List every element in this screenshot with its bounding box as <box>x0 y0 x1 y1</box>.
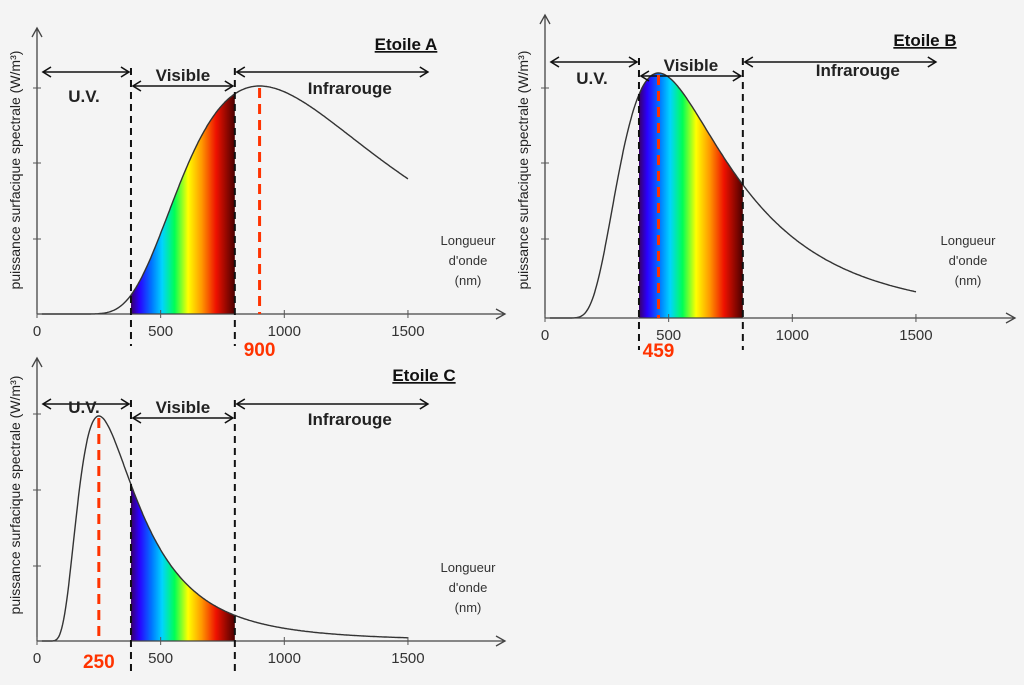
visible-range-arrow-head-left <box>131 80 142 92</box>
x-tick-label: 1000 <box>268 650 301 667</box>
infrared-range-arrow-head-right <box>419 398 430 410</box>
x-axis-label-line: d'onde <box>949 253 988 268</box>
chart-title: Etoile A <box>375 35 438 54</box>
visible-range-arrow-head-left <box>131 412 142 424</box>
chart-panel-1: 0 500 1000 1500 puissance surfacique spectra… <box>7 26 507 361</box>
peak-wavelength-label: 250 <box>83 652 115 673</box>
peak-wavelength-label: 900 <box>244 340 276 361</box>
infrared-range-arrow-head-left <box>235 66 246 78</box>
spectrum-curve <box>41 415 408 642</box>
uv-label: U.V. <box>68 398 100 417</box>
visible-range-arrow-head-right <box>224 412 235 424</box>
uv-range-arrow-head-right <box>120 398 131 410</box>
x-axis-label-line: (nm) <box>955 273 982 288</box>
x-axis-label-line: Longueur <box>441 233 497 248</box>
x-tick-label: 1500 <box>391 323 424 340</box>
x-axis-arrow <box>495 308 507 320</box>
x-axis-label-line: d'onde <box>449 253 488 268</box>
uv-range-arrow-head-right <box>628 56 639 68</box>
y-axis-label: puissance surfacique spectrale (W/m³) <box>7 51 23 290</box>
uv-range-arrow-head-left <box>549 56 560 68</box>
x-axis-label-line: Longueur <box>941 233 997 248</box>
spectrum-curve <box>41 85 409 315</box>
visible-range-arrow-head-right <box>732 70 743 82</box>
x-axis-label-line: (nm) <box>455 600 482 615</box>
x-tick-label: 500 <box>148 323 173 340</box>
x-axis-label-line: Longueur <box>441 560 497 575</box>
uv-label: U.V. <box>576 69 608 88</box>
x-axis-arrow <box>495 635 507 647</box>
x-tick-label: 1500 <box>391 650 424 667</box>
y-axis-arrow <box>31 356 43 368</box>
x-tick-label: 500 <box>656 327 681 344</box>
x-axis-label-line: (nm) <box>455 273 482 288</box>
visible-spectrum-area <box>130 484 235 641</box>
y-axis-label: puissance surfacique spectrale (W/m³) <box>7 376 23 615</box>
uv-range-arrow-head-right <box>120 66 131 78</box>
infrared-label: Infrarouge <box>816 61 900 80</box>
x-tick-label: 0 <box>33 323 41 340</box>
visible-label: Visible <box>156 398 211 417</box>
chart-title: Etoile B <box>893 31 956 50</box>
y-axis-arrow <box>31 26 43 38</box>
x-axis-label-line: d'onde <box>449 580 488 595</box>
visible-spectrum-area <box>130 93 235 314</box>
visible-range-arrow-head-left <box>639 70 650 82</box>
uv-range-arrow-head-left <box>41 398 52 410</box>
x-axis-arrow <box>1005 312 1017 324</box>
infrared-range-arrow-head-right <box>927 56 938 68</box>
infrared-label: Infrarouge <box>308 410 392 429</box>
infrared-range-arrow-head-left <box>743 56 754 68</box>
visible-range-arrow-head-right <box>224 80 235 92</box>
x-tick-label: 0 <box>541 327 549 344</box>
y-axis-label: puissance surfacique spectrale (W/m³) <box>515 51 531 290</box>
visible-label: Visible <box>664 56 719 75</box>
chart-title: Etoile C <box>392 366 455 385</box>
y-axis-arrow <box>539 13 551 25</box>
uv-range-arrow-head-left <box>41 66 52 78</box>
peak-wavelength-label: 459 <box>643 341 675 362</box>
visible-spectrum-area <box>638 73 743 318</box>
visible-label: Visible <box>156 66 211 85</box>
infrared-label: Infrarouge <box>308 79 392 98</box>
infrared-range-arrow-head-right <box>419 66 430 78</box>
spectrum-curve <box>549 72 917 319</box>
chart-panel-2: 0 500 1000 1500 puissance surfacique spectra… <box>515 13 1017 362</box>
x-tick-label: 0 <box>33 650 41 667</box>
x-tick-label: 500 <box>148 650 173 667</box>
x-tick-label: 1000 <box>776 327 809 344</box>
uv-label: U.V. <box>68 87 100 106</box>
x-tick-label: 1500 <box>899 327 932 344</box>
infrared-range-arrow-head-left <box>235 398 246 410</box>
x-tick-label: 1000 <box>268 323 301 340</box>
chart-panel-3: 0 500 1000 1500 puissance surfacique spectra… <box>7 356 507 673</box>
